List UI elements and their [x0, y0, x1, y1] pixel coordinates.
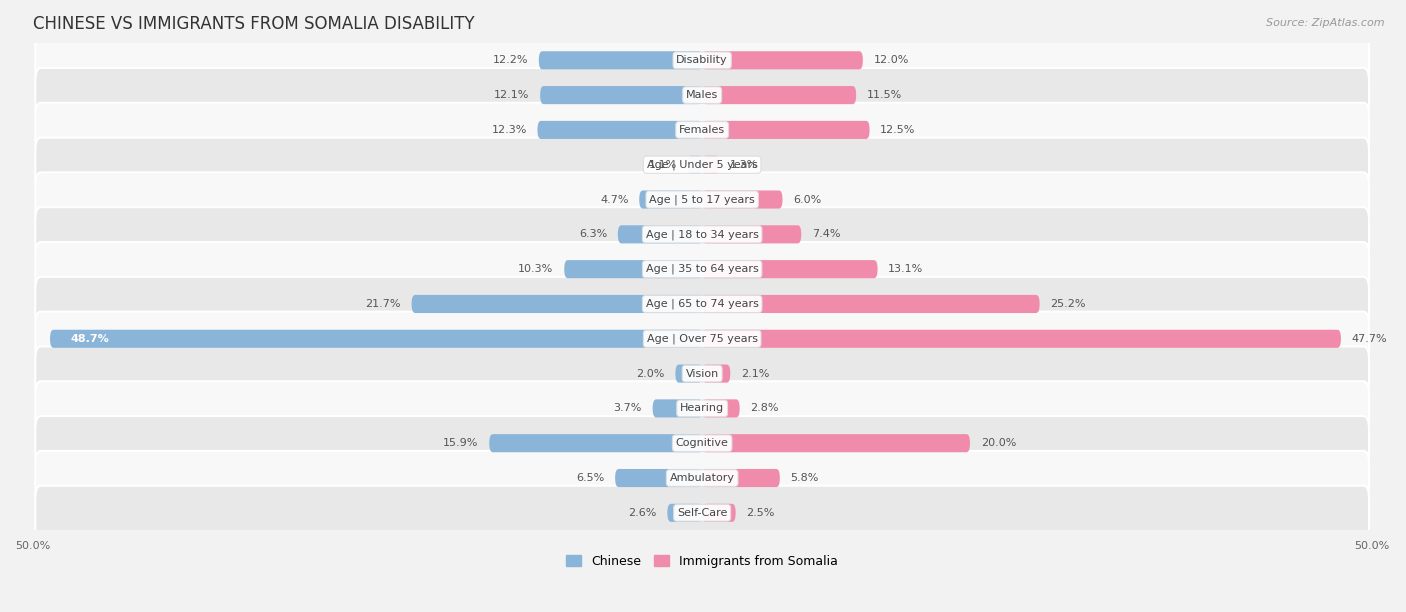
FancyBboxPatch shape [412, 295, 702, 313]
Text: Age | 65 to 74 years: Age | 65 to 74 years [645, 299, 759, 309]
FancyBboxPatch shape [702, 121, 869, 139]
Text: 13.1%: 13.1% [889, 264, 924, 274]
FancyBboxPatch shape [702, 190, 783, 209]
Text: 6.0%: 6.0% [793, 195, 821, 204]
FancyBboxPatch shape [35, 451, 1369, 505]
FancyBboxPatch shape [702, 330, 1341, 348]
FancyBboxPatch shape [702, 434, 970, 452]
Text: Females: Females [679, 125, 725, 135]
FancyBboxPatch shape [35, 486, 1369, 540]
FancyBboxPatch shape [702, 86, 856, 104]
FancyBboxPatch shape [702, 155, 720, 174]
FancyBboxPatch shape [537, 121, 702, 139]
Text: 2.5%: 2.5% [747, 508, 775, 518]
FancyBboxPatch shape [702, 365, 730, 382]
Text: Self-Care: Self-Care [676, 508, 727, 518]
Text: Age | Over 75 years: Age | Over 75 years [647, 334, 758, 344]
Text: 47.7%: 47.7% [1351, 334, 1388, 344]
FancyBboxPatch shape [702, 504, 735, 522]
FancyBboxPatch shape [668, 504, 702, 522]
Text: CHINESE VS IMMIGRANTS FROM SOMALIA DISABILITY: CHINESE VS IMMIGRANTS FROM SOMALIA DISAB… [32, 15, 474, 33]
Text: 3.7%: 3.7% [613, 403, 643, 413]
Text: Age | 18 to 34 years: Age | 18 to 34 years [645, 229, 759, 239]
FancyBboxPatch shape [688, 155, 702, 174]
Text: Males: Males [686, 90, 718, 100]
Legend: Chinese, Immigrants from Somalia: Chinese, Immigrants from Somalia [567, 555, 838, 568]
FancyBboxPatch shape [640, 190, 702, 209]
FancyBboxPatch shape [702, 260, 877, 278]
FancyBboxPatch shape [616, 469, 702, 487]
Text: 4.7%: 4.7% [600, 195, 628, 204]
Text: 1.3%: 1.3% [730, 160, 759, 170]
FancyBboxPatch shape [702, 225, 801, 244]
Text: 48.7%: 48.7% [70, 334, 108, 344]
FancyBboxPatch shape [35, 416, 1369, 471]
Text: 15.9%: 15.9% [443, 438, 478, 448]
FancyBboxPatch shape [538, 51, 702, 69]
Text: 12.5%: 12.5% [880, 125, 915, 135]
Text: 21.7%: 21.7% [366, 299, 401, 309]
Text: 20.0%: 20.0% [981, 438, 1017, 448]
Text: Age | Under 5 years: Age | Under 5 years [647, 160, 758, 170]
Text: 11.5%: 11.5% [868, 90, 903, 100]
FancyBboxPatch shape [51, 330, 702, 348]
Text: 2.6%: 2.6% [628, 508, 657, 518]
FancyBboxPatch shape [35, 33, 1369, 88]
Text: 12.2%: 12.2% [492, 55, 529, 65]
FancyBboxPatch shape [489, 434, 702, 452]
FancyBboxPatch shape [702, 51, 863, 69]
Text: 2.1%: 2.1% [741, 368, 769, 379]
Text: Source: ZipAtlas.com: Source: ZipAtlas.com [1267, 18, 1385, 28]
FancyBboxPatch shape [702, 295, 1039, 313]
FancyBboxPatch shape [702, 469, 780, 487]
Text: 5.8%: 5.8% [790, 473, 818, 483]
FancyBboxPatch shape [35, 68, 1369, 122]
FancyBboxPatch shape [675, 365, 702, 382]
Text: 12.0%: 12.0% [873, 55, 908, 65]
Text: 6.5%: 6.5% [576, 473, 605, 483]
Text: Age | 5 to 17 years: Age | 5 to 17 years [650, 194, 755, 205]
FancyBboxPatch shape [35, 312, 1369, 366]
Text: 7.4%: 7.4% [813, 230, 841, 239]
Text: 2.0%: 2.0% [637, 368, 665, 379]
FancyBboxPatch shape [617, 225, 702, 244]
FancyBboxPatch shape [540, 86, 702, 104]
Text: Hearing: Hearing [681, 403, 724, 413]
Text: 10.3%: 10.3% [519, 264, 554, 274]
FancyBboxPatch shape [652, 400, 702, 417]
FancyBboxPatch shape [35, 173, 1369, 226]
Text: Cognitive: Cognitive [676, 438, 728, 448]
FancyBboxPatch shape [35, 138, 1369, 192]
FancyBboxPatch shape [35, 346, 1369, 401]
Text: Age | 35 to 64 years: Age | 35 to 64 years [645, 264, 759, 274]
Text: 12.3%: 12.3% [491, 125, 527, 135]
Text: 25.2%: 25.2% [1050, 299, 1085, 309]
Text: Ambulatory: Ambulatory [669, 473, 735, 483]
FancyBboxPatch shape [35, 207, 1369, 261]
FancyBboxPatch shape [35, 381, 1369, 436]
Text: 2.8%: 2.8% [751, 403, 779, 413]
Text: Disability: Disability [676, 55, 728, 65]
FancyBboxPatch shape [35, 277, 1369, 331]
FancyBboxPatch shape [702, 400, 740, 417]
FancyBboxPatch shape [35, 103, 1369, 157]
Text: Vision: Vision [686, 368, 718, 379]
Text: 6.3%: 6.3% [579, 230, 607, 239]
Text: 12.1%: 12.1% [494, 90, 530, 100]
FancyBboxPatch shape [35, 242, 1369, 296]
FancyBboxPatch shape [564, 260, 702, 278]
Text: 1.1%: 1.1% [648, 160, 676, 170]
